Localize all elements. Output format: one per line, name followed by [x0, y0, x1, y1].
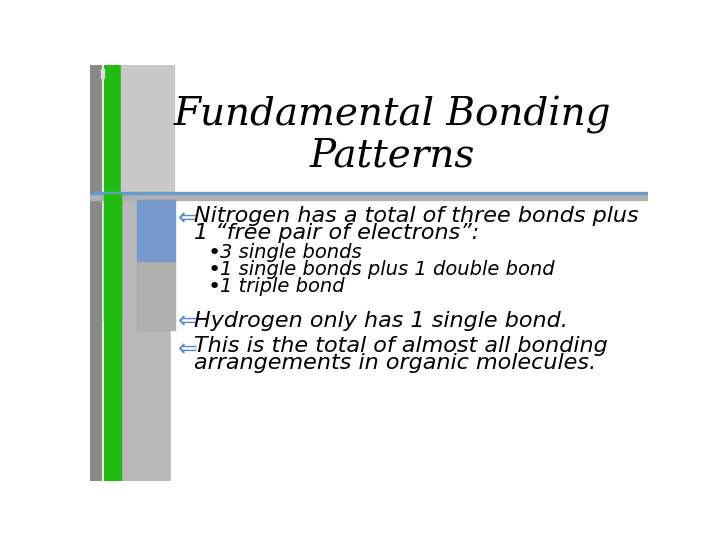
Text: 1 “free pair of electrons”:: 1 “free pair of electrons”: — [194, 222, 479, 242]
Bar — [121, 65, 174, 192]
Text: Hydrogen only has 1 single bond.: Hydrogen only has 1 single bond. — [194, 311, 568, 331]
Bar — [90, 194, 648, 200]
Text: ⇐: ⇐ — [178, 207, 197, 231]
Bar — [104, 65, 121, 481]
Bar — [90, 65, 648, 194]
Bar — [90, 192, 648, 194]
Bar — [101, 69, 104, 78]
Text: Patterns: Patterns — [310, 137, 475, 174]
Bar — [104, 194, 121, 321]
Bar — [137, 200, 175, 261]
Text: •: • — [208, 260, 221, 280]
Text: 1 single bonds plus 1 double bond: 1 single bonds plus 1 double bond — [220, 260, 555, 279]
Text: arrangements in organic molecules.: arrangements in organic molecules. — [194, 353, 596, 373]
Text: ⇐: ⇐ — [178, 309, 197, 333]
Bar — [171, 65, 648, 481]
Text: 1 triple bond: 1 triple bond — [220, 277, 345, 296]
Bar — [121, 65, 171, 481]
Text: This is the total of almost all bonding: This is the total of almost all bonding — [194, 336, 608, 356]
Bar — [90, 65, 101, 481]
Text: Nitrogen has a total of three bonds plus: Nitrogen has a total of three bonds plus — [194, 206, 639, 226]
Text: 3 single bonds: 3 single bonds — [220, 243, 362, 262]
Text: •: • — [208, 276, 221, 296]
Text: •: • — [208, 242, 221, 262]
Bar — [137, 261, 175, 330]
Text: Fundamental Bonding: Fundamental Bonding — [174, 96, 611, 134]
Text: ⇐: ⇐ — [178, 337, 197, 361]
